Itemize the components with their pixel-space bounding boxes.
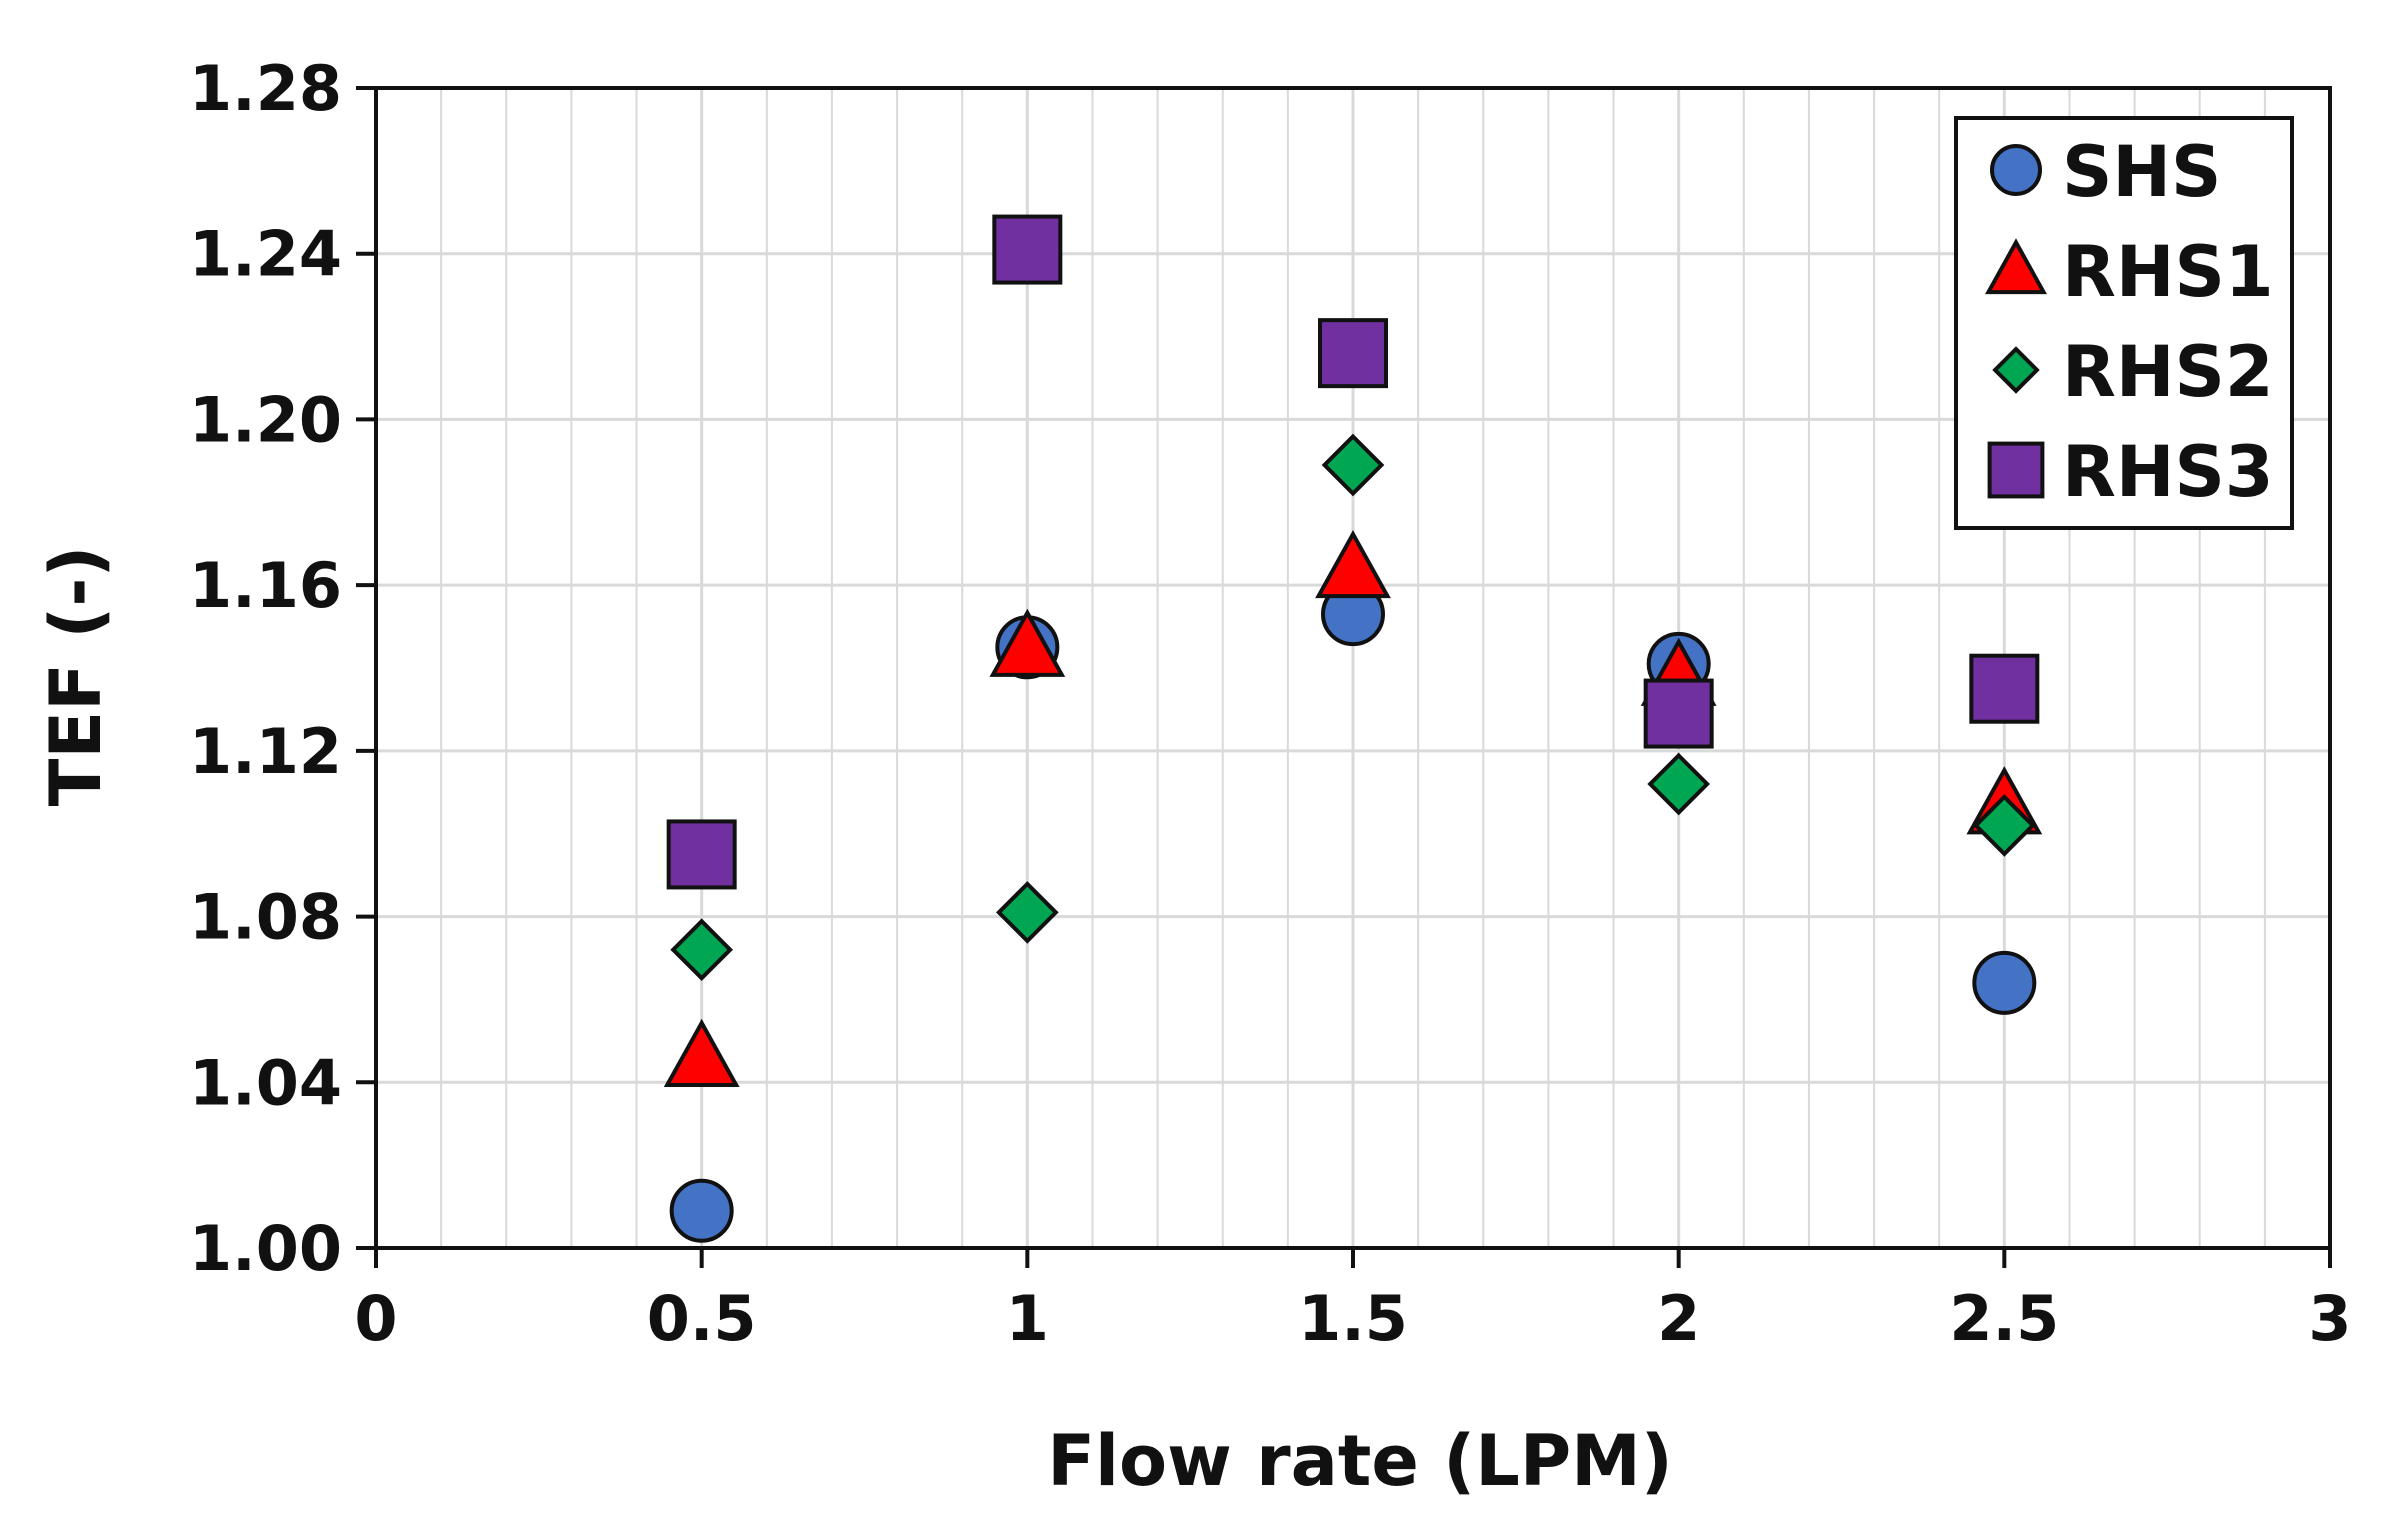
- x-tick-label: 0.5: [647, 1282, 757, 1355]
- y-tick-label: 1.00: [189, 1212, 342, 1285]
- x-tick-label: 2: [1657, 1282, 1700, 1355]
- series-rhs2: [670, 433, 2036, 982]
- x-tick-label: 1.5: [1298, 1282, 1408, 1355]
- data-point-rhs3: [1643, 678, 1714, 749]
- data-point-rhs1: [663, 1018, 740, 1088]
- legend-marker-shs: [1990, 144, 2042, 196]
- y-tick-label: 1.24: [189, 218, 342, 291]
- x-tick-label: 3: [2308, 1282, 2351, 1355]
- axes: [356, 86, 2332, 1268]
- y-tick-label: 1.12: [189, 715, 342, 788]
- data-point-rhs3: [1318, 318, 1388, 389]
- legend-marker-rhs3: [1987, 441, 2045, 499]
- data-point-rhs3: [1969, 653, 2040, 724]
- data-point-rhs2: [1973, 794, 2036, 857]
- y-tick-label: 1.08: [189, 881, 342, 954]
- legend-marker-rhs2: [1992, 346, 2040, 394]
- data-point-rhs3: [992, 214, 1063, 285]
- y-tick-label: 1.20: [189, 383, 342, 456]
- x-tick-label: 0: [354, 1282, 397, 1355]
- legend-label-rhs1: RHS1: [2062, 231, 2274, 313]
- legend-label-rhs3: RHS3: [2062, 431, 2274, 513]
- legend-label-shs: SHS: [2062, 131, 2221, 213]
- y-tick-labels: 1.00 1.04 1.08 1.12 1.16 1.20 1.24 1.28: [189, 52, 342, 1285]
- data-point-shs: [1972, 950, 2037, 1015]
- data-point-rhs1: [1315, 529, 1391, 599]
- x-tick-labels: 0 0.5 1 1.5 2 2.5 3: [354, 1282, 2351, 1355]
- data-point-rhs2: [996, 881, 1059, 944]
- y-axis-title: TEF (-): [35, 546, 117, 807]
- data-point-rhs1: [989, 608, 1066, 677]
- data-point-rhs2: [1321, 433, 1385, 497]
- data-point-shs: [669, 1178, 734, 1243]
- y-tick-label: 1.16: [189, 549, 342, 622]
- y-tick-label: 1.28: [189, 52, 342, 125]
- x-axis-title: Flow rate (LPM): [1047, 1420, 1673, 1502]
- data-point-rhs2: [670, 918, 733, 982]
- legend-label-rhs2: RHS2: [2062, 331, 2274, 413]
- y-tick-label: 1.04: [189, 1046, 342, 1119]
- x-tick-label: 1: [1006, 1282, 1049, 1355]
- x-tick-label: 2.5: [1949, 1282, 2059, 1355]
- data-point-rhs3: [666, 819, 737, 890]
- data-points: [663, 214, 2043, 1243]
- data-point-rhs2: [1647, 752, 1710, 816]
- legend-marker-rhs1: [1985, 238, 2047, 295]
- legend: SHS RHS1 RHS2 RHS3: [1954, 116, 2294, 530]
- series-rhs3: [666, 214, 2040, 890]
